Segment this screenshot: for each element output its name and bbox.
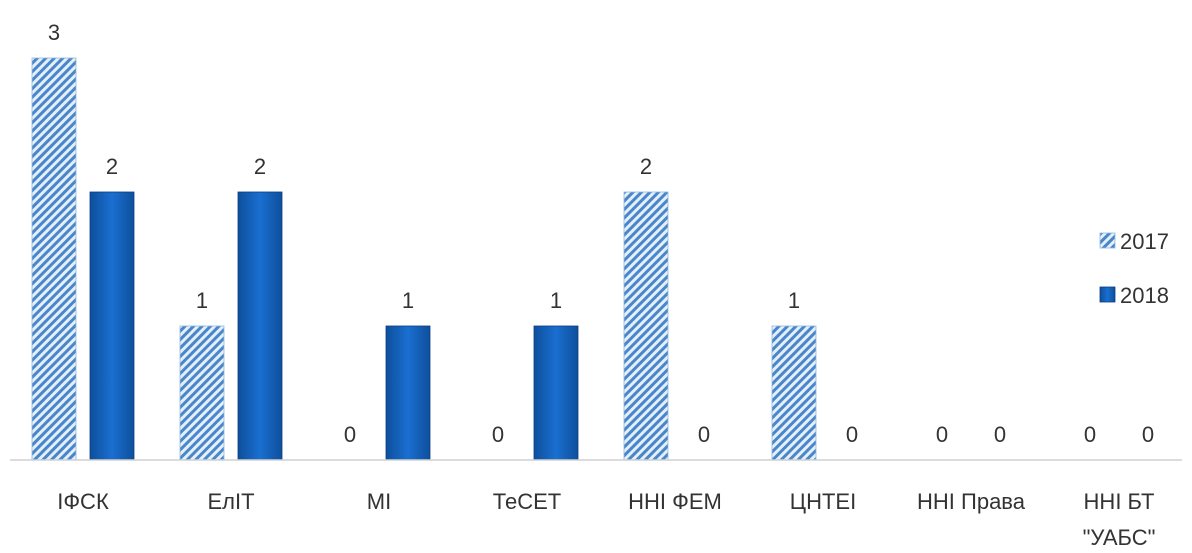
data-label-2018-3: 1	[550, 288, 562, 313]
data-label-2018-6: 0	[994, 422, 1006, 447]
legend-swatch-2018	[1099, 286, 1116, 303]
data-label-2018-2: 1	[402, 288, 414, 313]
bar-2017-4	[623, 191, 669, 461]
data-label-2018-7: 0	[1142, 422, 1154, 447]
bar-2018-0	[89, 191, 135, 461]
data-label-2017-5: 1	[788, 288, 800, 313]
bar-2017-0	[31, 57, 77, 461]
data-label-2018-0: 2	[106, 154, 118, 179]
x-tick-label-3: ТеСЕТ	[493, 489, 561, 514]
data-label-2017-0: 3	[48, 20, 60, 45]
data-label-2017-1: 1	[196, 288, 208, 313]
data-label-2017-4: 2	[640, 154, 652, 179]
legend-swatch-2017	[1099, 232, 1116, 249]
legend: 2017 2018	[1099, 229, 1169, 308]
x-tick-label-7: "УАБС"	[1083, 525, 1156, 548]
bar-2017-5	[771, 325, 817, 461]
data-label-2018-4: 0	[698, 422, 710, 447]
data-label-2017-6: 0	[936, 422, 948, 447]
legend-label-2017: 2017	[1120, 229, 1169, 254]
bar-2018-3	[533, 325, 579, 461]
x-tick-label-7: ННІ БТ	[1084, 489, 1155, 514]
x-tick-label-4: ННІ ФЕМ	[628, 489, 722, 514]
data-label-2017-7: 0	[1084, 422, 1096, 447]
x-tick-label-1: ЕлІТ	[207, 489, 254, 514]
bar-2017-1	[179, 325, 225, 461]
x-tick-label-2: МІ	[367, 489, 391, 514]
legend-label-2018: 2018	[1120, 283, 1169, 308]
bar-2018-1	[237, 191, 283, 461]
x-tick-label-0: ІФСК	[57, 489, 109, 514]
data-label-2018-1: 2	[254, 154, 266, 179]
data-label-2017-2: 0	[344, 422, 356, 447]
data-label-2017-3: 0	[492, 422, 504, 447]
x-tick-label-5: ЦНТЕІ	[790, 489, 856, 514]
x-tick-label-6: ННІ Права	[917, 489, 1026, 514]
bar-2018-2	[385, 325, 431, 461]
data-label-2018-5: 0	[846, 422, 858, 447]
